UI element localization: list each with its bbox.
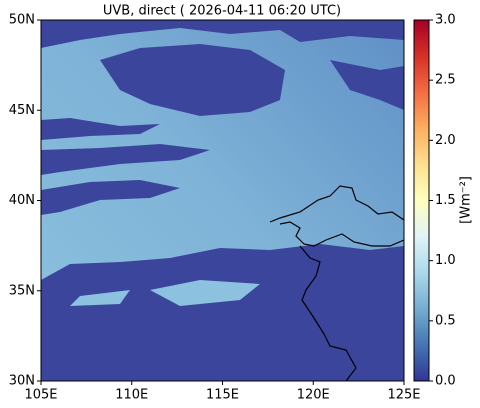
colorbar-tick-label: 3.0 <box>435 13 456 28</box>
colorbar-tick-label: 1.5 <box>435 193 456 208</box>
colorbar-tick-label: 0.0 <box>435 374 456 389</box>
x-tick-label: 115E <box>206 388 239 403</box>
x-tick-label: 105E <box>24 388 57 403</box>
y-tick-label: 30N <box>9 374 35 389</box>
colorbar-label: [Wm⁻²] <box>459 176 474 224</box>
chart-title: UVB, direct ( 2026-04-11 06:20 UTC) <box>103 4 341 19</box>
colorbar-tick-label: 1.0 <box>435 253 456 268</box>
map-field <box>41 20 404 381</box>
y-tick-label: 45N <box>9 103 35 118</box>
colorbar-tick-label: 2.5 <box>435 73 456 88</box>
y-tick-label: 50N <box>9 13 35 28</box>
colorbar-tick-label: 2.0 <box>435 133 456 148</box>
colorbar-tick-label: 0.5 <box>435 313 456 328</box>
y-tick-label: 40N <box>9 193 35 208</box>
colorbar <box>413 19 430 382</box>
x-tick-label: 110E <box>115 388 148 403</box>
y-tick-label: 35N <box>9 283 35 298</box>
x-tick-label: 120E <box>297 388 330 403</box>
x-tick-label: 125E <box>387 388 420 403</box>
